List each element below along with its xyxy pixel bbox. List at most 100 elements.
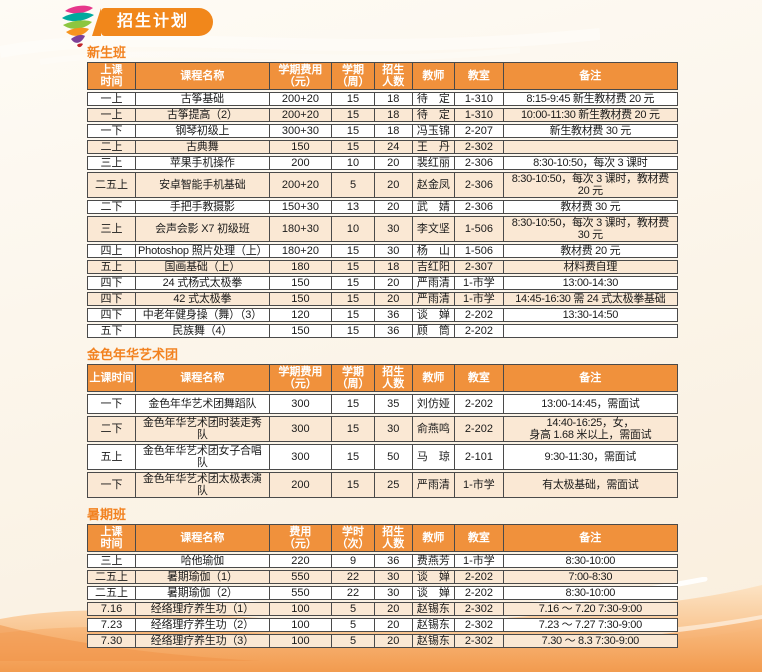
teacher: 费燕芳 xyxy=(412,554,456,568)
capacity: 20 xyxy=(374,172,413,198)
class-time: 一下 xyxy=(87,472,137,498)
column-header: 学期费用 （元） xyxy=(269,62,333,90)
table-row: 四下 中老年健身操（舞）（3） 120 15 36 谈 婵 2-202 13:30-14:50 xyxy=(87,308,678,322)
table-row: 一下 钢琴初级上 300+30 15 18 冯玉锦 2-207 新生教材费 30 元 xyxy=(87,124,678,138)
brand-swirl-logo-icon xyxy=(62,5,94,48)
duration: 5 xyxy=(332,634,375,648)
capacity: 36 xyxy=(374,324,413,338)
course-name: 24 式杨式太极拳 xyxy=(136,276,270,290)
classroom: 1-市学 xyxy=(455,276,504,290)
teacher: 俞燕鸣 xyxy=(412,416,456,442)
classroom: 2-202 xyxy=(455,416,504,442)
column-header: 课程名称 xyxy=(136,364,270,392)
fee: 180+20 xyxy=(269,244,333,258)
section-summer-classes: 暑期班 上课 时间 课程名称 费用 （元） 学时 （次） 招生 人数 教师 教室 备注 三上 哈他… xyxy=(87,507,678,650)
classroom: 2-307 xyxy=(455,260,504,274)
classroom: 2-302 xyxy=(455,602,504,616)
class-time: 五上 xyxy=(87,260,137,274)
column-header: 学时 （次） xyxy=(332,524,375,552)
teacher: 裴红丽 xyxy=(412,156,456,170)
teacher: 顾 筒 xyxy=(412,324,456,338)
table-row: 二五上 暑期瑜伽（2） 550 22 30 谈 婵 2-202 8:30-10:00 xyxy=(87,586,678,600)
capacity: 36 xyxy=(374,308,413,322)
section-label: 金色年华艺术团 xyxy=(87,347,179,362)
column-header: 学期 （周） xyxy=(332,364,375,392)
column-header: 教师 xyxy=(412,364,456,392)
course-name: 钢琴初级上 xyxy=(136,124,270,138)
remark: 7.30 ～ 8.3 7:30-9:00 xyxy=(503,634,678,648)
classroom: 2-306 xyxy=(455,172,504,198)
column-header: 招生 人数 xyxy=(374,524,413,552)
classroom: 1-310 xyxy=(455,108,504,122)
capacity: 20 xyxy=(374,156,413,170)
teacher: 谈 婵 xyxy=(412,586,456,600)
course-name: 经络理疗养生功（1） xyxy=(136,602,270,616)
capacity: 20 xyxy=(374,618,413,632)
classroom: 2-302 xyxy=(455,634,504,648)
table-row: 五上 国画基础（上） 180 15 18 吉红阳 2-307 材料费自理 xyxy=(87,260,678,274)
class-time: 7.16 xyxy=(87,602,137,616)
duration: 15 xyxy=(332,394,375,414)
remark: 10:00-11:30 新生教材费 20 元 xyxy=(503,108,678,122)
duration: 15 xyxy=(332,92,375,106)
remark: 8:30-10:50，每次 3 课时，教材费 20 元 xyxy=(503,172,678,198)
fee: 300 xyxy=(269,444,333,470)
duration: 15 xyxy=(332,260,375,274)
classroom: 2-207 xyxy=(455,124,504,138)
fee: 300 xyxy=(269,416,333,442)
teacher: 赵锡东 xyxy=(412,602,456,616)
class-time: 四下 xyxy=(87,276,137,290)
fee: 120 xyxy=(269,308,333,322)
capacity: 20 xyxy=(374,276,413,290)
classroom: 2-202 xyxy=(455,308,504,322)
fee: 200+20 xyxy=(269,92,333,106)
duration: 15 xyxy=(332,276,375,290)
capacity: 20 xyxy=(374,200,413,214)
duration: 9 xyxy=(332,554,375,568)
classroom: 2-202 xyxy=(455,324,504,338)
column-header: 教师 xyxy=(412,524,456,552)
teacher: 待 定 xyxy=(412,108,456,122)
column-header: 费用 （元） xyxy=(269,524,333,552)
class-time: 三上 xyxy=(87,554,137,568)
capacity: 24 xyxy=(374,140,413,154)
remark: 13:00-14:45，需面试 xyxy=(503,394,678,414)
remark: 7.23 ～ 7.27 7:30-9:00 xyxy=(503,618,678,632)
section-label: 新生班 xyxy=(87,45,127,60)
table-row: 三上 会声会影 X7 初级班 180+30 10 30 李文坚 1-506 8:30-10:5… xyxy=(87,216,678,242)
course-name: Photoshop 照片处理（上） xyxy=(136,244,270,258)
fee: 100 xyxy=(269,618,333,632)
remark xyxy=(503,324,678,338)
column-header: 备注 xyxy=(503,364,678,392)
teacher: 谈 婵 xyxy=(412,308,456,322)
class-time: 二上 xyxy=(87,140,137,154)
course-name: 暑期瑜伽（1） xyxy=(136,570,270,584)
duration: 15 xyxy=(332,324,375,338)
remark: 有太极基础，需面试 xyxy=(503,472,678,498)
class-time: 7.30 xyxy=(87,634,137,648)
course-name: 古筝基础 xyxy=(136,92,270,106)
teacher: 赵金凤 xyxy=(412,172,456,198)
remark: 8:30-10:50，每次 3 课时，教材费 30 元 xyxy=(503,216,678,242)
column-header: 教室 xyxy=(455,364,504,392)
class-time: 一上 xyxy=(87,108,137,122)
fee: 550 xyxy=(269,570,333,584)
column-header: 招生 人数 xyxy=(374,364,413,392)
remark: 8:30-10:00 xyxy=(503,554,678,568)
class-time: 四下 xyxy=(87,308,137,322)
course-name: 中老年健身操（舞）（3） xyxy=(136,308,270,322)
course-name: 金色年华艺术团太极表演队 xyxy=(136,472,270,498)
table-row: 四上 Photoshop 照片处理（上） 180+20 15 30 杨 山 1-506 教材费… xyxy=(87,244,678,258)
fee: 180+30 xyxy=(269,216,333,242)
table-row: 二五上 暑期瑜伽（1） 550 22 30 谈 婵 2-202 7:00-8:30 xyxy=(87,570,678,584)
table-row: 四下 42 式太极拳 150 15 20 严雨清 1-市学 14:45-16:30 需 24 … xyxy=(87,292,678,306)
classroom: 1-市学 xyxy=(455,554,504,568)
class-time: 三上 xyxy=(87,156,137,170)
class-time: 五上 xyxy=(87,444,137,470)
duration: 5 xyxy=(332,602,375,616)
class-time: 四上 xyxy=(87,244,137,258)
teacher: 严雨清 xyxy=(412,472,456,498)
course-name: 古典舞 xyxy=(136,140,270,154)
duration: 5 xyxy=(332,172,375,198)
